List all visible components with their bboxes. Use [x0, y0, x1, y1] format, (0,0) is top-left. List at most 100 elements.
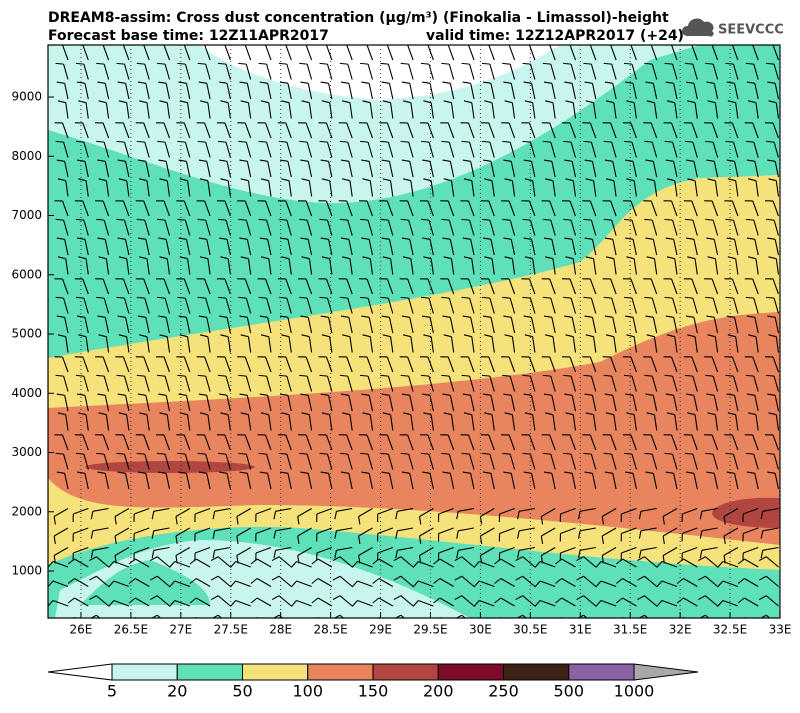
colorbar-over — [634, 664, 698, 680]
wind-barb — [462, 453, 470, 454]
wind-barb — [320, 141, 328, 142]
wind-barb — [543, 63, 551, 64]
wind-barb — [401, 297, 409, 298]
wind-barb — [380, 297, 388, 298]
y-tick-label: 3000 — [11, 445, 42, 459]
wind-barb — [766, 453, 774, 454]
wind-barb — [441, 297, 449, 298]
wind-barb — [352, 620, 357, 626]
wind-barb — [238, 297, 246, 298]
wind-barb — [340, 219, 348, 220]
wind-barb — [177, 63, 185, 64]
colorbar-segment — [569, 664, 634, 680]
wind-barb — [56, 219, 64, 220]
x-tick-label: 29E — [369, 623, 392, 637]
wind-barb — [157, 63, 165, 64]
wind-barb — [644, 453, 652, 454]
wind-barb — [96, 63, 104, 64]
wind-barb — [238, 453, 246, 454]
wind-barb — [177, 453, 185, 454]
wind-barb — [76, 297, 84, 298]
colorbar-label: 5 — [107, 682, 117, 701]
wind-barb — [746, 453, 754, 454]
wind-barb — [543, 453, 551, 454]
wind-barb — [380, 453, 388, 454]
wind-barb — [218, 375, 226, 376]
wind-barb — [604, 297, 612, 298]
wind-barb — [441, 219, 449, 220]
x-tick-label: 28E — [269, 623, 292, 637]
wind-barb — [157, 141, 165, 142]
chart-subtitle: Forecast base time: 12Z11APR2017 — [48, 28, 329, 44]
wind-barb — [117, 453, 125, 454]
wind-barb — [137, 141, 145, 142]
wind-barb — [401, 375, 409, 376]
wind-barb — [644, 63, 652, 64]
wind-barb — [421, 297, 429, 298]
wind-barb — [320, 453, 328, 454]
wind-barb — [137, 63, 145, 64]
wind-barb — [157, 219, 165, 220]
wind-barb — [766, 219, 774, 220]
wind-barb — [543, 297, 551, 298]
wind-barb — [543, 375, 551, 376]
wind-barb — [502, 63, 510, 64]
wind-barb — [726, 219, 734, 220]
x-tick-label: 33E — [769, 623, 792, 637]
wind-barb — [340, 297, 348, 298]
wind-barb — [360, 63, 368, 64]
colorbar-label: 200 — [423, 682, 454, 701]
wind-barb — [726, 375, 734, 376]
wind-barb — [583, 63, 591, 64]
wind-barb — [218, 453, 226, 454]
wind-barb — [360, 375, 368, 376]
wind-barb — [360, 219, 368, 220]
wind-barb — [502, 219, 510, 220]
wind-barb — [76, 453, 84, 454]
wind-barb — [421, 63, 429, 64]
y-tick-label: 5000 — [11, 327, 42, 341]
wind-barb — [726, 453, 734, 454]
wind-barb — [726, 297, 734, 298]
wind-barb — [441, 375, 449, 376]
wind-barb — [726, 63, 734, 64]
wind-barb — [583, 141, 591, 142]
wind-barb — [685, 375, 693, 376]
wind-barb — [279, 63, 287, 64]
wind-barb — [543, 219, 551, 220]
wind-barb — [705, 219, 713, 220]
wind-barb — [705, 63, 713, 64]
wind-barb — [198, 141, 206, 142]
wind-barb — [665, 141, 673, 142]
wind-barb — [279, 141, 287, 142]
wind-barb — [279, 297, 287, 298]
wind-barb — [279, 219, 287, 220]
wind-barb — [441, 453, 449, 454]
wind-barb — [401, 141, 409, 142]
wind-barb — [76, 141, 84, 142]
colorbar-under — [48, 664, 112, 680]
wind-barb — [259, 63, 267, 64]
wind-barb — [563, 297, 571, 298]
wind-barb — [340, 63, 348, 64]
wind-barb — [218, 141, 226, 142]
wind-barb — [644, 219, 652, 220]
wind-barb — [218, 297, 226, 298]
wind-barb — [705, 453, 713, 454]
colorbar-segment — [308, 664, 373, 680]
y-tick-label: 2000 — [11, 504, 42, 518]
wind-barb — [462, 375, 470, 376]
colorbar-segment — [112, 664, 177, 680]
wind-barb — [117, 63, 125, 64]
chart-subtitle: valid time: 12Z12APR2017 (+24) — [426, 28, 684, 44]
wind-barb — [198, 297, 206, 298]
wind-barb — [502, 297, 510, 298]
x-tick-label: 27E — [169, 623, 192, 637]
wind-barb — [705, 375, 713, 376]
wind-barb — [596, 620, 601, 626]
wind-barb — [279, 375, 287, 376]
wind-barb — [665, 453, 673, 454]
x-tick-label: 32E — [669, 623, 692, 637]
wind-barb — [360, 453, 368, 454]
wind-barb — [523, 453, 531, 454]
